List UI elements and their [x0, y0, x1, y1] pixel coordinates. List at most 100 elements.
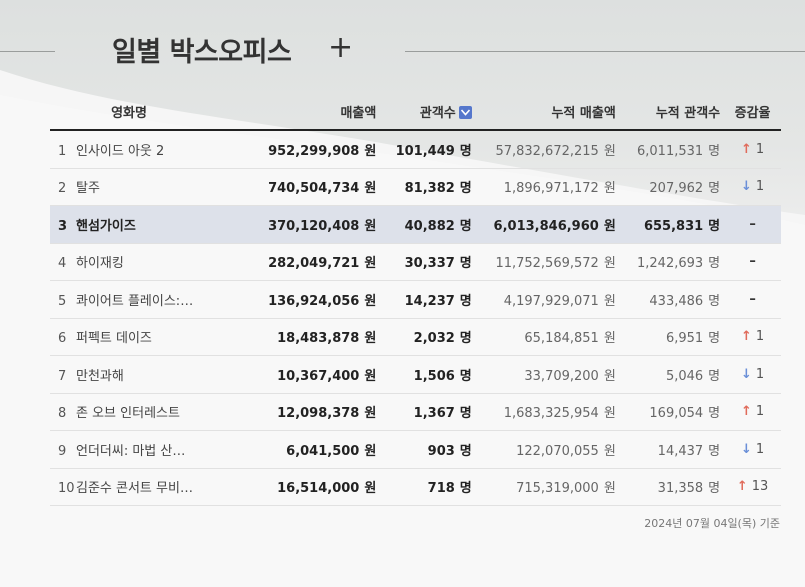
header-audience[interactable]: 관객수 [380, 93, 476, 131]
arrow-up-icon: ↑ [740, 404, 752, 420]
movie-title[interactable]: 존 오브 인터레스트 [76, 406, 180, 422]
cum-audience-value: 655,831 [643, 218, 704, 234]
plus-icon[interactable]: + [328, 30, 354, 65]
title-divider-left [0, 51, 55, 52]
movie-cell[interactable]: 3 핸섬가이즈 [50, 205, 269, 244]
sales-value: 952,299,908 [268, 143, 360, 159]
unit-won: 원 [364, 143, 377, 159]
unit-won: 원 [603, 256, 616, 272]
header-cum-audience[interactable]: 누적 관객수 [619, 93, 725, 131]
cum-audience-cell: 6,011,531 명 [619, 130, 725, 169]
change-value: – [749, 254, 756, 270]
table-row[interactable]: 4 하이재킹 282,049,721 원 30,337 명 11,752,569,572 원 1… [50, 243, 781, 281]
header-title[interactable]: 영화명 [50, 93, 269, 131]
change-cell: ↑ 1 [724, 130, 781, 169]
cum-audience-value: 5,046 [665, 368, 704, 384]
unit-won: 원 [364, 443, 377, 459]
cum-audience-value: 169,054 [649, 406, 704, 422]
sales-value: 16,514,000 [277, 481, 360, 497]
rank: 1 [58, 143, 67, 159]
table-row[interactable]: 10김준수 콘서트 무비… 16,514,000 원 718 명 715,319,000 원… [50, 468, 781, 506]
movie-cell[interactable]: 2 탈주 [50, 168, 269, 206]
cum-audience-cell: 6,951 명 [619, 318, 725, 356]
movie-cell[interactable]: 7 만천과해 [50, 355, 269, 394]
unit-won: 원 [364, 218, 377, 234]
audience-value: 1,506 [413, 368, 455, 384]
audience-value: 30,337 [404, 256, 455, 272]
sales-value: 740,504,734 [268, 181, 360, 197]
change-cell: ↑ 1 [724, 393, 781, 431]
arrow-down-icon: ↓ [740, 179, 752, 195]
cum-audience-cell: 14,437 명 [619, 430, 725, 469]
unit-won: 원 [603, 368, 616, 384]
table-row[interactable]: 2 탈주 740,504,734 원 81,382 명 1,896,971,172 원 207,… [50, 168, 781, 206]
movie-cell[interactable]: 4 하이재킹 [50, 243, 269, 281]
movie-cell[interactable]: 8 존 오브 인터레스트 [50, 393, 269, 431]
rank: 8 [58, 406, 67, 422]
audience-cell: 718 명 [380, 468, 476, 506]
table-row[interactable]: 9 언더더씨: 마법 산… 6,041,500 원 903 명 122,070,055 원 14… [50, 430, 781, 469]
unit-won: 원 [603, 331, 616, 347]
header-audience-label: 관객수 [419, 105, 456, 121]
change-value: – [749, 216, 756, 232]
cum-audience-value: 6,951 [665, 331, 704, 347]
table-row[interactable]: 6 퍼펙트 데이즈 18,483,878 원 2,032 명 65,184,851 원 6,95… [50, 318, 781, 356]
unit-people: 명 [459, 406, 472, 422]
movie-cell[interactable]: 9 언더더씨: 마법 산… [50, 430, 269, 469]
unit-won: 원 [603, 293, 616, 309]
arrow-down-icon: ↓ [740, 366, 752, 382]
unit-people: 명 [459, 181, 472, 197]
cum-sales-cell: 57,832,672,215 원 [475, 130, 620, 169]
movie-cell[interactable]: 6 퍼펙트 데이즈 [50, 318, 269, 356]
header-cum-sales[interactable]: 누적 매출액 [475, 93, 620, 131]
movie-title[interactable]: 언더더씨: 마법 산… [76, 443, 186, 459]
table-row[interactable]: 1 인사이드 아웃 2 952,299,908 원 101,449 명 57,832,672… [50, 130, 781, 169]
movie-title[interactable]: 핸섬가이즈 [76, 218, 136, 234]
movie-title[interactable]: 콰이어트 플레이스:… [76, 293, 194, 309]
unit-won: 원 [364, 481, 377, 497]
rank: 5 [58, 293, 67, 309]
sales-cell: 12,098,378 원 [268, 393, 381, 431]
unit-won: 원 [364, 181, 377, 197]
movie-cell[interactable]: 10김준수 콘서트 무비… [50, 468, 269, 506]
audience-cell: 14,237 명 [380, 280, 476, 319]
movie-title[interactable]: 김준수 콘서트 무비… [76, 481, 193, 497]
unit-people: 명 [459, 443, 472, 459]
table-row[interactable]: 5 콰이어트 플레이스:… 136,924,056 원 14,237 명 4,197,929… [50, 280, 781, 319]
movie-title[interactable]: 인사이드 아웃 2 [76, 143, 165, 159]
sales-cell: 952,299,908 원 [268, 130, 381, 169]
sort-down-icon[interactable] [458, 105, 472, 119]
header-change[interactable]: 증감율 [724, 93, 781, 131]
cum-sales-value: 4,197,929,071 [503, 293, 599, 309]
change-cell: – [724, 243, 781, 281]
cum-audience-cell: 655,831 명 [619, 205, 725, 244]
movie-title[interactable]: 만천과해 [76, 368, 124, 384]
movie-cell[interactable]: 1 인사이드 아웃 2 [50, 130, 269, 169]
audience-cell: 903 명 [380, 430, 476, 469]
cum-audience-cell: 31,358 명 [619, 468, 725, 506]
unit-won: 원 [364, 406, 377, 422]
change-value: – [749, 291, 756, 307]
change-value: 1 [755, 329, 765, 345]
cum-sales-cell: 65,184,851 원 [475, 318, 620, 356]
table-row[interactable]: 3 핸섬가이즈 370,120,408 원 40,882 명 6,013,846,960 원 6… [50, 205, 781, 244]
change-value: 1 [755, 404, 765, 420]
cum-sales-cell: 122,070,055 원 [475, 430, 620, 469]
change-value: 1 [755, 441, 765, 457]
sales-cell: 740,504,734 원 [268, 168, 381, 206]
header-sales[interactable]: 매출액 [268, 93, 381, 131]
unit-won: 원 [603, 443, 616, 459]
cum-sales-value: 122,070,055 [516, 443, 599, 459]
title-divider-right [405, 51, 805, 52]
movie-title[interactable]: 탈주 [76, 181, 100, 197]
cum-sales-value: 715,319,000 [516, 481, 599, 497]
movie-title[interactable]: 퍼펙트 데이즈 [76, 331, 152, 347]
cum-sales-cell: 33,709,200 원 [475, 355, 620, 394]
table-row[interactable]: 7 만천과해 10,367,400 원 1,506 명 33,709,200 원 5,046 명 ↓… [50, 355, 781, 394]
movie-cell[interactable]: 5 콰이어트 플레이스:… [50, 280, 269, 319]
movie-title[interactable]: 하이재킹 [76, 256, 124, 272]
audience-cell: 101,449 명 [380, 130, 476, 169]
unit-people: 명 [708, 143, 721, 159]
unit-won: 원 [364, 331, 377, 347]
